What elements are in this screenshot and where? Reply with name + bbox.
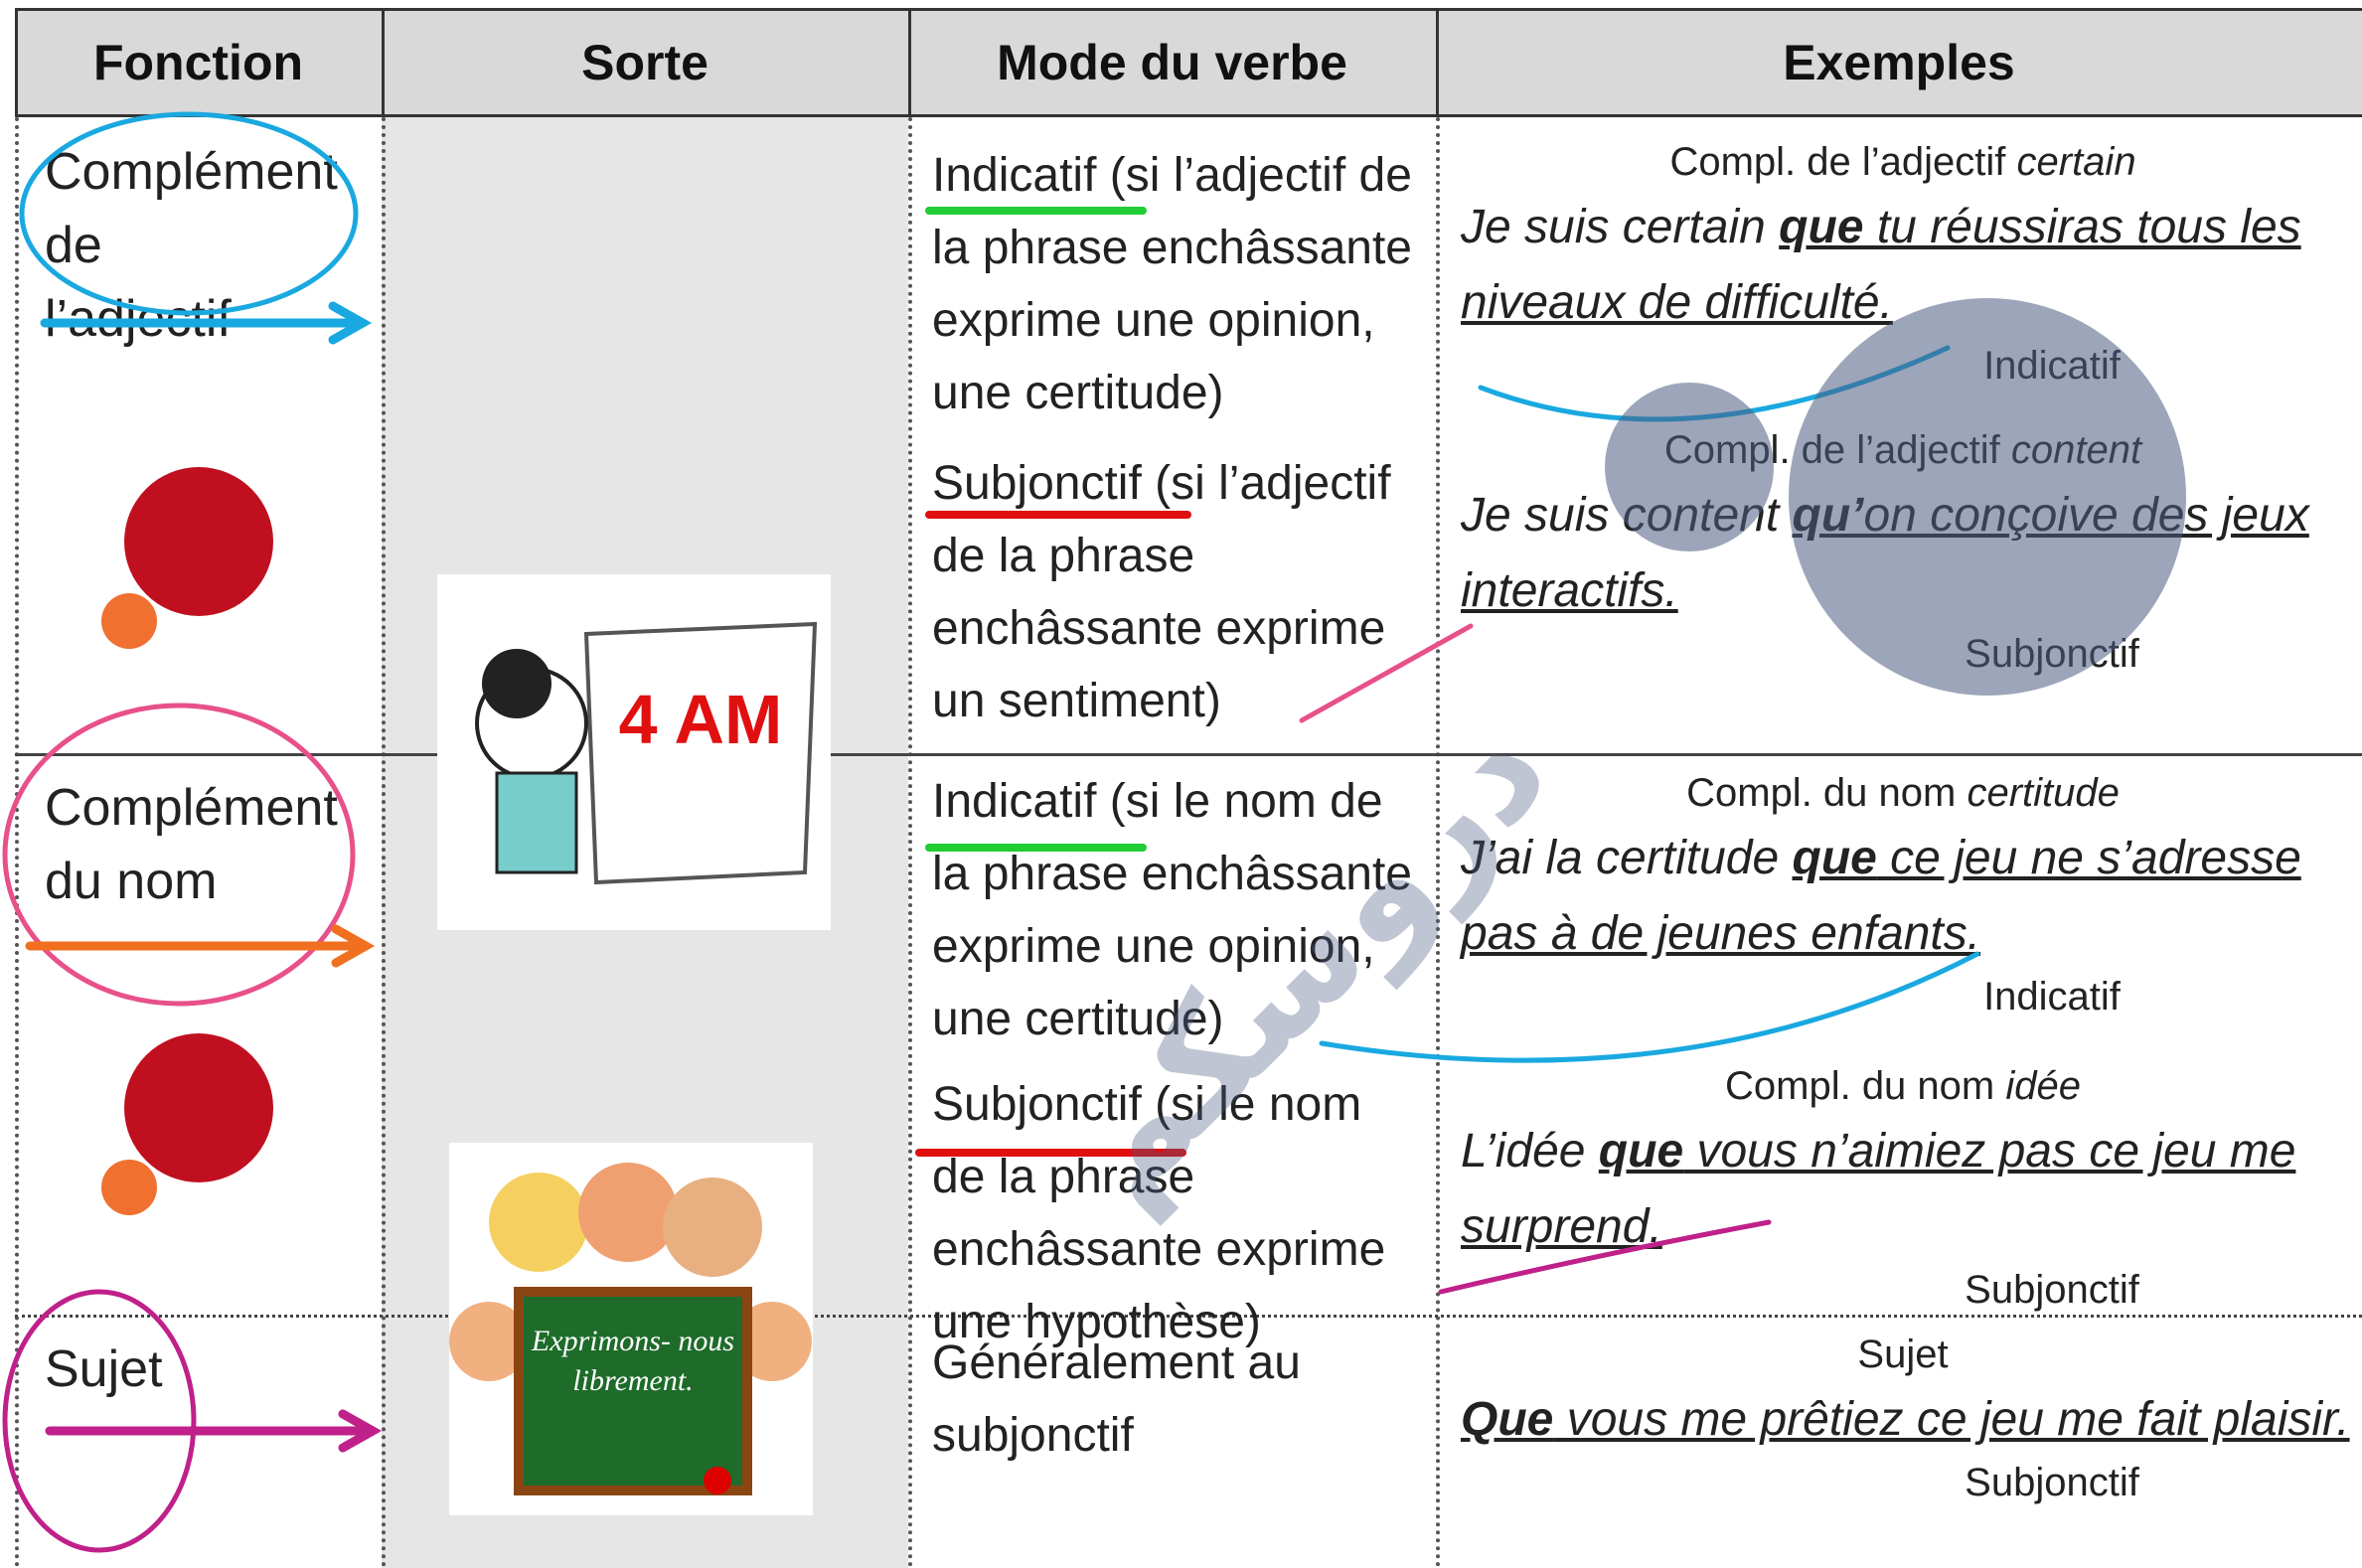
image-text: Exprimons- nous librement. — [531, 1325, 735, 1397]
sentence-rest: ce jeu ne s’adresse pas à de jeunes enfa… — [1461, 832, 2301, 960]
conjunction: qu’ — [1792, 489, 1864, 542]
label-text: Sujet — [1857, 1333, 1949, 1376]
mode-text: Généralement au subjonctif — [932, 1336, 1301, 1462]
header-cell: Mode du verbe — [997, 35, 1347, 90]
label-word: certain — [2016, 140, 2136, 184]
children-drawing: Exprimons- nous librement. — [449, 1163, 812, 1495]
sentence-rest: vous me prêtiez ce jeu me fait plaisir. — [1553, 1393, 2350, 1446]
rule — [1436, 117, 1440, 1568]
rule — [908, 8, 911, 117]
example-sentence: Je suis certain que tu réussiras tous le… — [1451, 190, 2355, 341]
rule — [15, 753, 2362, 756]
example-mode: Indicatif — [1983, 344, 2121, 388]
example: Compl. du nom certitude J’ai la certitude… — [1451, 765, 2355, 1021]
label-word: content — [2010, 428, 2142, 472]
rule — [382, 117, 386, 1568]
label-word: idée — [2005, 1064, 2081, 1108]
label-text: Compl. du nom — [1725, 1064, 1995, 1108]
example-sentence: Je suis content qu’on conçoive des jeux … — [1451, 478, 2355, 629]
label-text: Compl. de l’adjectif — [1669, 140, 2006, 184]
example: Compl. de l’adjectif content Je suis cont… — [1451, 422, 2355, 679]
mode-text: Indicatif (si l’adjectif de la phrase en… — [932, 149, 1412, 419]
example-label: Compl. de l’adjectif certain — [1451, 134, 2355, 190]
rule — [15, 1315, 2362, 1318]
label-text: Compl. de l’adjectif — [1663, 428, 2000, 472]
children-image: Exprimons- nous librement. — [449, 1143, 813, 1515]
fonction: Complément du nom — [45, 779, 338, 910]
fonction: Complément de l’adjectif — [45, 143, 338, 348]
example: Compl. de l’adjectif certain Je suis cert… — [1451, 134, 2355, 391]
sentence-start: L’idée — [1461, 1125, 1599, 1177]
example-mode: Subjonctif — [1965, 632, 2139, 676]
example-label: Compl. du nom certitude — [1451, 765, 2355, 821]
sentence-start: Je suis certain — [1461, 201, 1780, 253]
example-label: Compl. de l’adjectif content — [1451, 422, 2355, 478]
mode-text: Indicatif (si le nom de la phrase enchâs… — [932, 775, 1412, 1045]
label-word: certitude — [1967, 771, 2120, 815]
header-cell: Exemples — [1783, 35, 2015, 90]
example-sentence: L’idée que vous n’aimiez pas ce jeu me s… — [1451, 1114, 2355, 1265]
rule — [1436, 8, 1439, 117]
example-label: Sujet — [1451, 1327, 2355, 1382]
mode-text: Subjonctif (si le nom de la phrase enchâ… — [932, 1078, 1386, 1348]
mode-text: Subjonctif (si l’adjectif de la phrase e… — [932, 457, 1391, 727]
label-text: Compl. du nom — [1686, 771, 1957, 815]
example: Sujet Que vous me prêtiez ce jeu me fait … — [1451, 1327, 2355, 1507]
sentence-start: J’ai la certitude — [1461, 832, 1793, 884]
example-mode: Subjonctif — [1965, 1268, 2139, 1312]
fonction: Sujet — [45, 1340, 163, 1398]
example-sentence: J’ai la certitude que ce jeu ne s’adress… — [1451, 821, 2355, 972]
example-label: Compl. du nom idée — [1451, 1058, 2355, 1114]
image-text: 4 AM — [619, 681, 783, 758]
example-sentence: Que vous me prêtiez ce jeu me fait plais… — [1451, 1382, 2355, 1458]
header-cell: Fonction — [92, 35, 304, 90]
header-row — [15, 8, 2362, 117]
conjunction: Que — [1461, 1393, 1554, 1446]
header-cell: Sorte — [581, 35, 709, 90]
example: Compl. du nom idée L’idée que vous n’aimi… — [1451, 1058, 2355, 1315]
example-mode: Indicatif — [1983, 975, 2121, 1019]
conjunction: que — [1598, 1125, 1684, 1177]
conjunction: que — [1779, 201, 1864, 253]
cartoon-image: 4 AM — [437, 574, 831, 930]
sentence-start: Je suis content — [1461, 489, 1793, 542]
cartoon-drawing: 4 AM — [475, 621, 818, 885]
example-mode: Subjonctif — [1965, 1461, 2139, 1504]
rule — [15, 8, 18, 117]
conjunction: que — [1792, 832, 1877, 884]
rule — [382, 8, 385, 117]
rule — [908, 117, 912, 1568]
